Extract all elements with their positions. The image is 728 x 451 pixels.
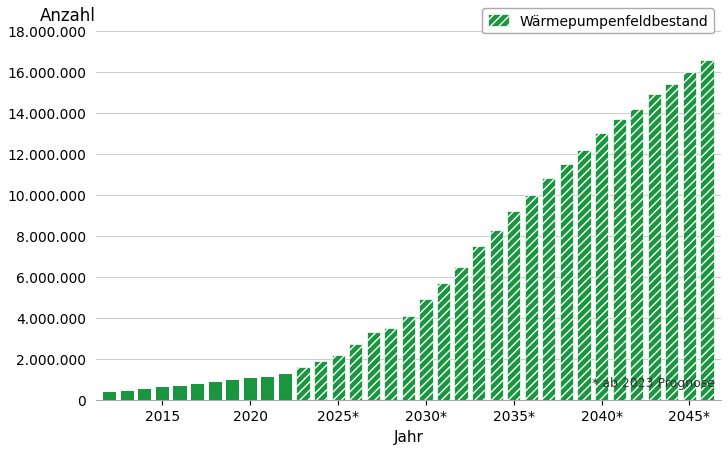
Bar [156, 387, 169, 400]
Bar [384, 328, 397, 400]
Bar [279, 374, 292, 400]
Bar [208, 382, 222, 400]
Bar [577, 151, 590, 400]
Bar [472, 247, 486, 400]
Bar [560, 165, 573, 400]
Bar [595, 134, 608, 400]
Text: Anzahl: Anzahl [39, 6, 95, 24]
Bar [542, 179, 555, 400]
Bar [454, 267, 467, 400]
Bar [490, 230, 503, 400]
Bar [191, 384, 204, 400]
Bar [507, 212, 521, 400]
Bar [296, 367, 309, 400]
Bar [525, 195, 538, 400]
Text: * ab 2023 Prognose: * ab 2023 Prognose [592, 376, 715, 389]
Bar [367, 332, 380, 400]
Bar [226, 380, 240, 400]
Bar [261, 377, 274, 400]
Bar [437, 283, 450, 400]
Bar [121, 391, 134, 400]
Bar [419, 300, 432, 400]
Bar [402, 316, 415, 400]
X-axis label: Jahr: Jahr [393, 429, 423, 444]
Bar [103, 392, 116, 400]
Bar [612, 120, 626, 400]
Bar [244, 378, 257, 400]
Bar [349, 345, 363, 400]
Bar [314, 361, 327, 400]
Bar [138, 389, 151, 400]
Bar [700, 60, 713, 400]
Bar [173, 386, 186, 400]
Bar [648, 95, 661, 400]
Legend: Wärmepumpenfeldbestand: Wärmepumpenfeldbestand [483, 9, 714, 34]
Bar [665, 85, 678, 400]
Bar [331, 355, 344, 400]
Bar [630, 110, 644, 400]
Bar [683, 73, 696, 400]
